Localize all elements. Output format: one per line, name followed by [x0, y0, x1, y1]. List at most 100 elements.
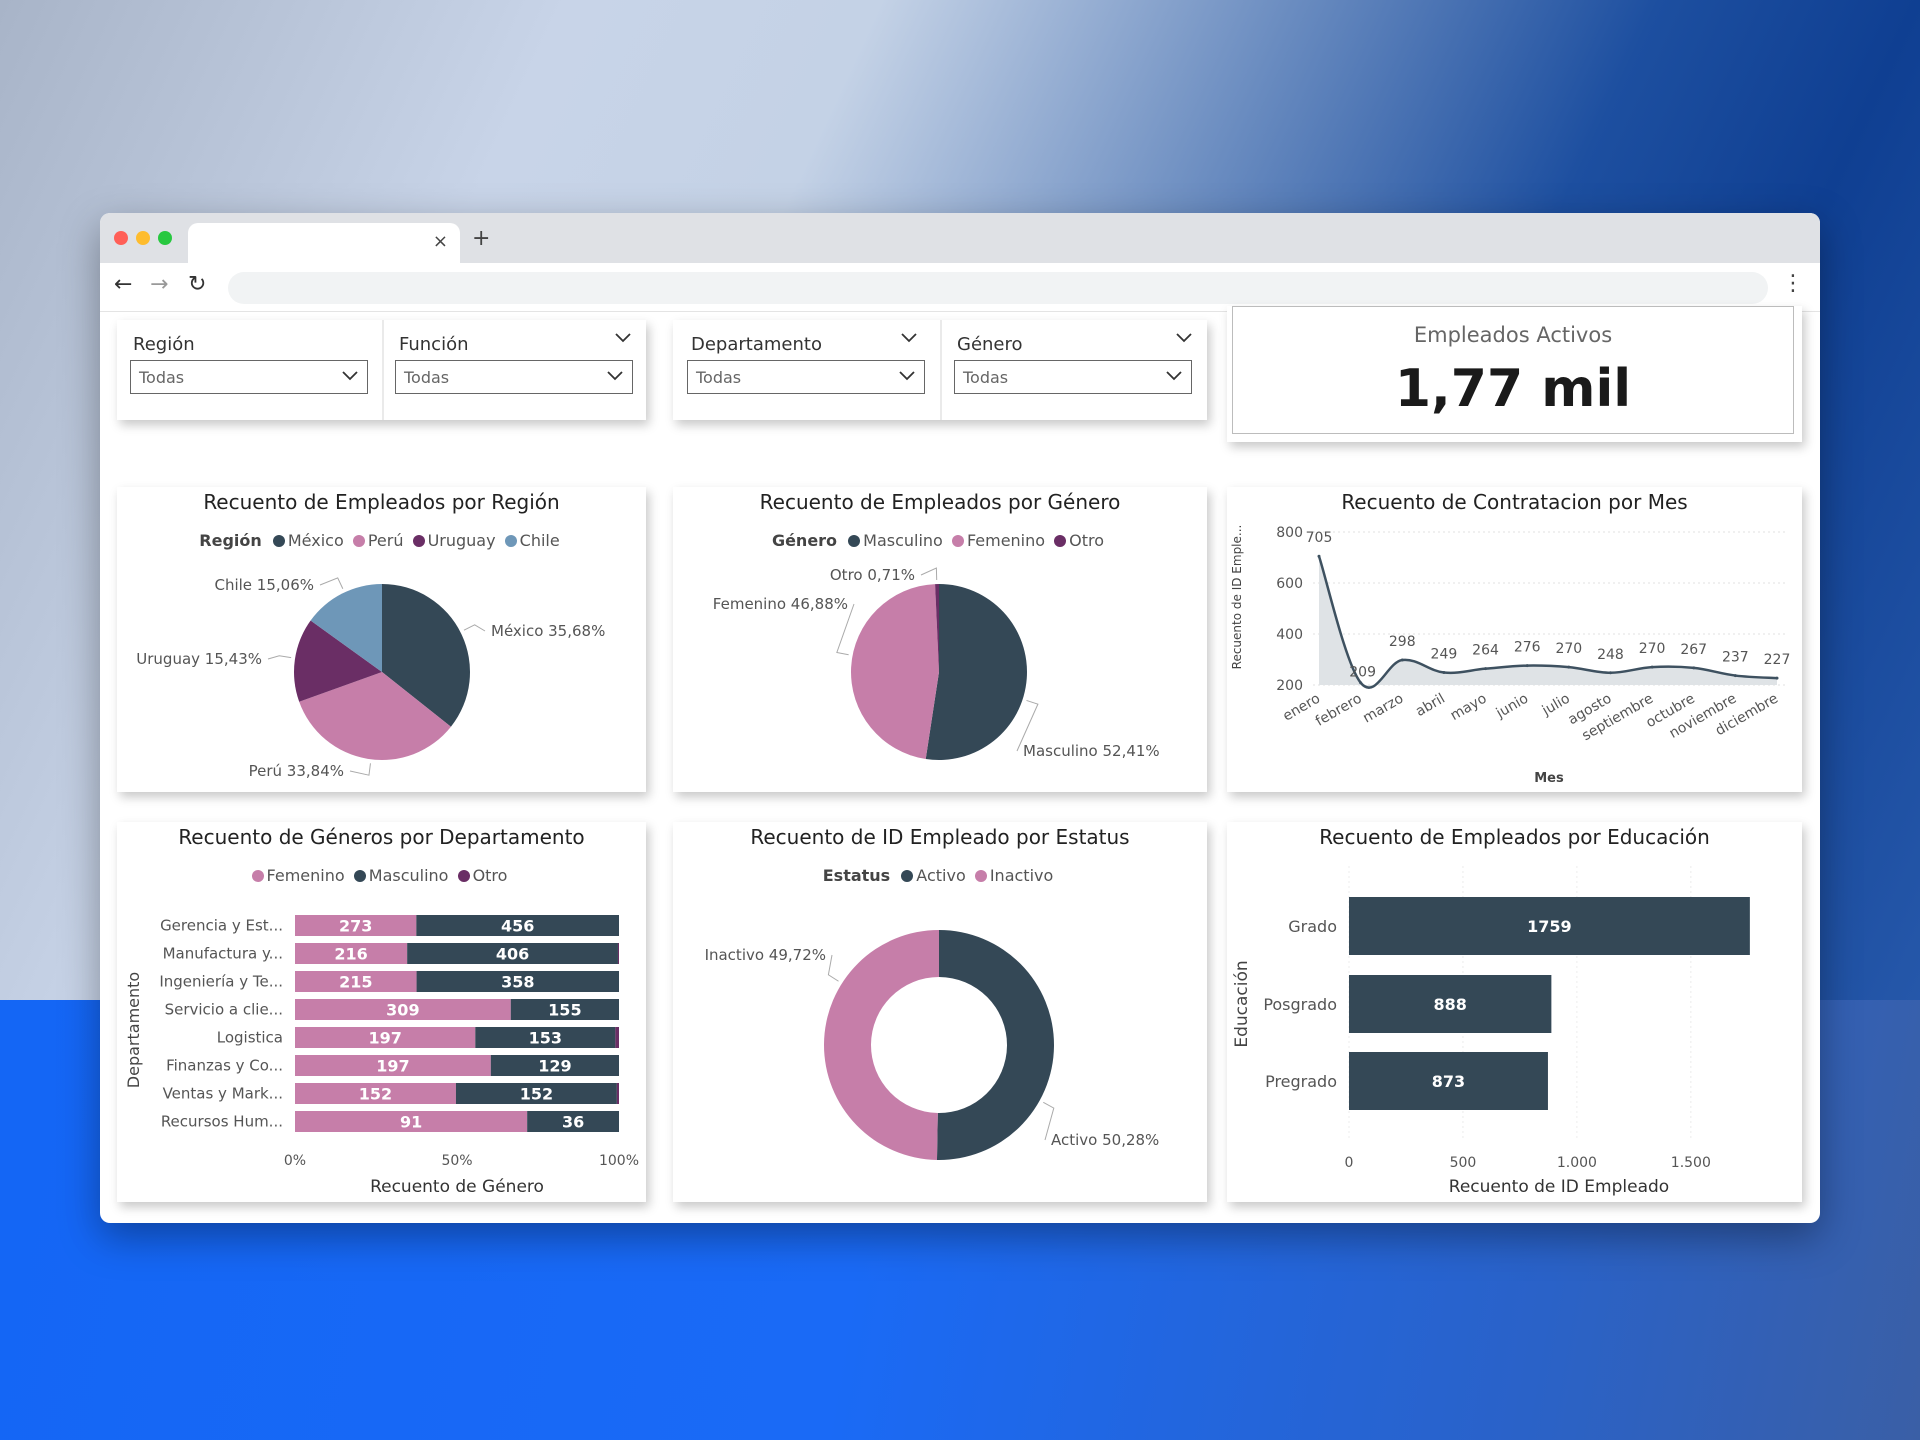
legend-item[interactable]: Inactivo: [974, 866, 1054, 885]
pie-slice-perú: [299, 672, 451, 760]
pie-slice-otro: [935, 584, 939, 672]
bar-segment-femenino: [295, 1027, 476, 1048]
data-label: 227: [1764, 652, 1791, 668]
leader-line: [827, 954, 839, 982]
chart-title: Recuento de Empleados por Educación: [1319, 825, 1710, 849]
legend-label: Inactivo: [989, 866, 1054, 885]
bar-segment-masculino: [407, 943, 618, 964]
bar-segment-masculino: [490, 1055, 619, 1076]
bar-segment-masculino: [416, 915, 619, 936]
data-point: [1650, 665, 1654, 669]
legend-item[interactable]: Femenino: [951, 531, 1045, 550]
y-tick-label: 800: [1276, 525, 1303, 541]
browser-tab[interactable]: ×: [188, 223, 460, 263]
data-point: [1359, 681, 1363, 685]
x-tick-label: 50%: [441, 1153, 472, 1169]
slicer-divider: [382, 320, 384, 420]
pie-slice-uruguay: [294, 620, 382, 702]
data-label: 267: [1680, 642, 1707, 658]
x-axis-label: Recuento de Género: [370, 1177, 544, 1197]
legend-swatch: [272, 535, 285, 547]
bar-value-label: 406: [496, 945, 529, 964]
chart-title: Recuento de Géneros por Departamento: [178, 825, 585, 849]
bar-segment-otro: [616, 1083, 619, 1104]
departamento-dropdown[interactable]: Todas: [687, 360, 925, 394]
legend-item[interactable]: Masculino: [353, 866, 449, 885]
data-label: 270: [1555, 641, 1582, 657]
data-point: [1525, 664, 1529, 668]
category-label: Finanzas y Co...: [166, 1057, 283, 1075]
address-bar[interactable]: [228, 272, 1768, 304]
forward-icon[interactable]: →: [150, 272, 169, 297]
close-window-dot[interactable]: [114, 231, 128, 245]
back-icon[interactable]: ←: [114, 272, 133, 297]
bar-segment-femenino: [295, 1055, 491, 1076]
slicer-departamento: Departamento Todas: [673, 320, 940, 420]
bar-segment-femenino: [295, 999, 511, 1020]
slicer-title: Género: [957, 334, 1023, 355]
chart-title: Recuento de Empleados por Género: [759, 490, 1121, 514]
chart-legend: Estatus Activo Inactivo: [673, 866, 1207, 885]
chevron-down-icon: [899, 371, 915, 381]
bar-value-label: 273: [339, 917, 372, 936]
chevron-down-icon[interactable]: [900, 332, 918, 344]
browser-toolbar: ← → ↻ ⋮: [100, 263, 1820, 312]
funcion-dropdown[interactable]: Todas: [395, 360, 633, 394]
slicer-region: Región Todas: [117, 320, 382, 420]
category-label: Servicio a clie...: [165, 1001, 283, 1019]
data-label: 264: [1472, 643, 1499, 659]
data-point: [1484, 667, 1488, 671]
educacion-chart-card: Recuento de Empleados por Educación 0 500…: [1227, 822, 1802, 1202]
legend-item[interactable]: Uruguay: [412, 531, 496, 550]
data-point: [1442, 671, 1446, 675]
legend-item[interactable]: Perú: [352, 531, 403, 550]
legend-swatch: [1054, 535, 1067, 547]
category-label: Grado: [1288, 917, 1337, 936]
bar-value-label: 153: [529, 1029, 562, 1048]
browser-menu-icon[interactable]: ⋮: [1782, 271, 1804, 296]
legend-item[interactable]: Femenino: [251, 866, 345, 885]
data-point: [1567, 665, 1571, 669]
legend-item[interactable]: Otro: [457, 866, 507, 885]
chevron-down-icon[interactable]: [614, 332, 632, 344]
legend-swatch: [974, 870, 987, 882]
close-icon[interactable]: ×: [432, 231, 448, 252]
maximize-window-dot[interactable]: [158, 231, 172, 245]
legend-item[interactable]: Chile: [504, 531, 560, 550]
legend-item[interactable]: Otro: [1054, 531, 1104, 550]
legend-item[interactable]: Activo: [901, 866, 966, 885]
bar-value-label: 91: [400, 1113, 422, 1132]
estatus-donut-chart: Activo 50,28% Inactivo 49,72%: [705, 930, 1159, 1160]
bar-segment-femenino: [295, 1083, 456, 1104]
slice-label: Inactivo 49,72%: [705, 946, 826, 964]
legend-swatch: [353, 870, 366, 882]
data-label: 298: [1389, 634, 1416, 650]
bar-value-label: 1759: [1527, 917, 1572, 936]
x-tick-label: febrero: [1313, 691, 1365, 730]
x-tick-label: 500: [1450, 1155, 1477, 1171]
bar-value-label: 152: [520, 1085, 553, 1104]
bar-value-label: 215: [339, 973, 372, 992]
minimize-window-dot[interactable]: [136, 231, 150, 245]
slicer-divider: [940, 320, 942, 420]
slice-label: Chile 15,06%: [214, 576, 314, 594]
category-label: Recursos Hum...: [161, 1113, 283, 1131]
legend-title: Región: [199, 531, 262, 550]
chevron-down-icon[interactable]: [1175, 332, 1193, 344]
legend-swatch: [412, 535, 425, 547]
legend-label: Masculino: [368, 866, 449, 885]
bar-value-label: 456: [501, 917, 534, 936]
region-dropdown[interactable]: Todas: [130, 360, 368, 394]
x-tick-label: marzo: [1360, 691, 1406, 727]
x-tick-label: 1.500: [1671, 1155, 1711, 1171]
chevron-down-icon: [1166, 371, 1182, 381]
bar-pregrado: [1349, 1052, 1548, 1110]
legend-item[interactable]: México: [272, 531, 344, 550]
leader-line: [1043, 1101, 1055, 1141]
legend-item[interactable]: Masculino: [848, 531, 943, 550]
reload-icon[interactable]: ↻: [188, 272, 207, 297]
genero-dropdown[interactable]: Todas: [954, 360, 1192, 394]
new-tab-icon[interactable]: +: [472, 226, 491, 251]
bar-segment-otro: [615, 1027, 619, 1048]
data-point: [1608, 671, 1612, 675]
